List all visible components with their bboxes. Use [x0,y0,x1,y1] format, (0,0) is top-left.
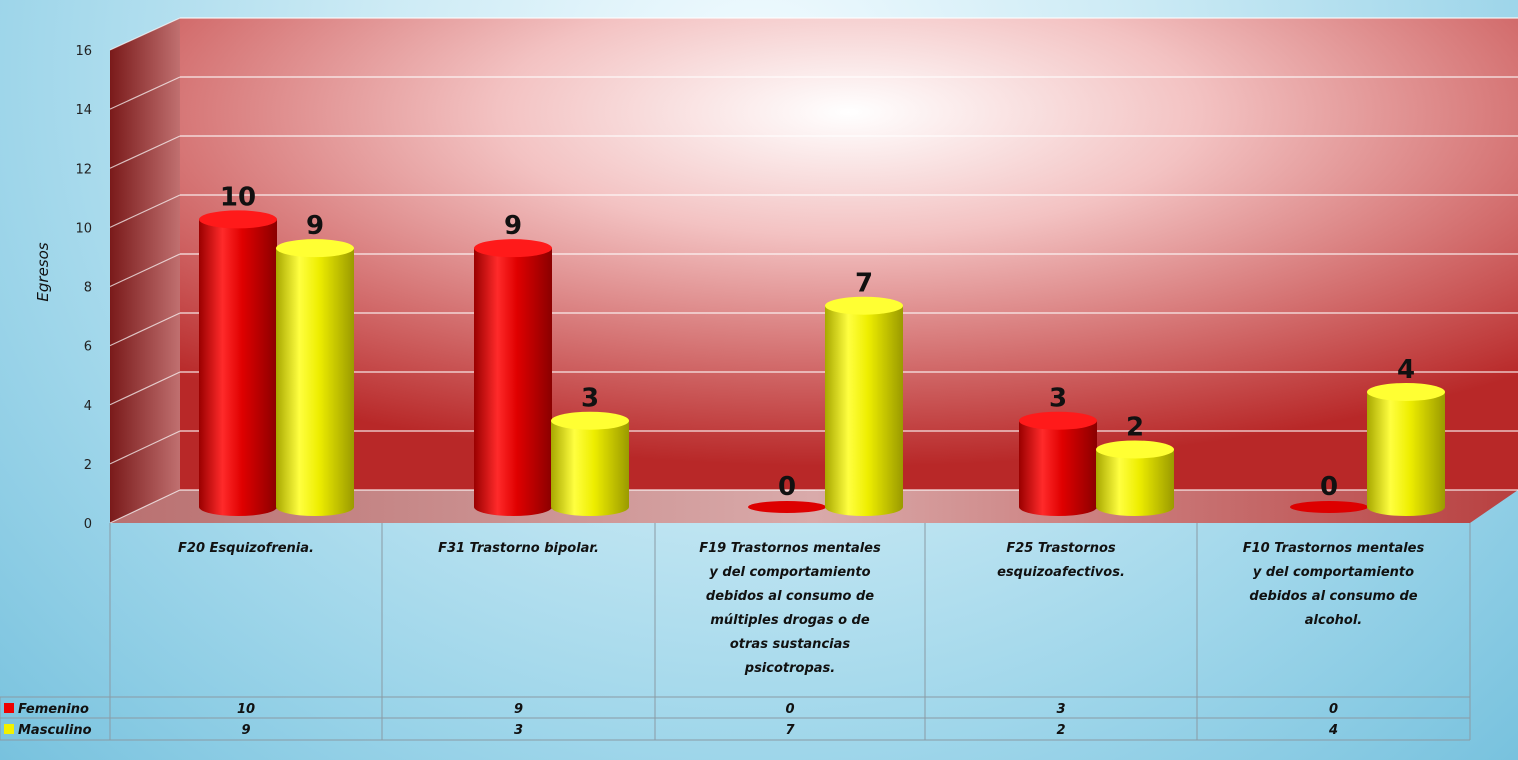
y-tick-label: 14 [75,103,92,118]
gridline-side [109,489,181,524]
bar-femenino-1 [474,239,552,516]
data-table: F20 Esquizofrenia. F31 Trastorno bipolar.… [0,523,1471,741]
gridline-side [109,194,181,228]
data-label-femenino-0: 10 [220,182,256,212]
legend-swatch-femenino [4,703,14,713]
table-cell: 7 [785,723,795,738]
gridline-side [109,312,181,347]
data-label-femenino-1: 9 [504,211,522,241]
x-category-label: F19 Trastornos mentales y del comportamie… [699,541,881,676]
legend-swatch-masculino [4,724,14,734]
table-cell: 9 [241,723,250,738]
gridline-side [109,371,181,406]
x-category-label: F20 Esquizofrenia. [178,541,314,556]
x-category-label: F25 Trastornos esquizoafectivos. [997,541,1125,580]
y-axis-label: Egresos [34,242,52,301]
y-tick-label: 10 [75,221,92,236]
gridline-side [109,430,181,465]
bar-labels: 10 9 0 3 0 9 3 7 2 4 [220,182,1415,502]
data-label-masculino-4: 4 [1397,355,1415,385]
data-label-femenino-3: 3 [1049,384,1067,414]
x-category-label: F31 Trastorno bipolar. [438,541,599,556]
bar-masculino-4 [1367,382,1445,516]
x-category-label: F10 Trastornos mentales y del comportamie… [1243,541,1425,628]
table-cell: 3 [1056,702,1065,717]
bar-masculino-0 [276,239,354,516]
y-tick-label: 4 [84,399,92,414]
gridline-side [109,17,181,51]
bar-masculino-2 [825,296,903,516]
table-cell: 4 [1328,723,1338,738]
data-label-femenino-2: 0 [778,472,796,502]
table-cell: 10 [237,702,255,717]
data-label-femenino-4: 0 [1320,472,1338,502]
table-cell: 0 [785,702,794,717]
table-cell: 3 [514,723,523,738]
data-label-masculino-0: 9 [306,211,324,241]
bar-femenino-3 [1019,411,1097,516]
bars [199,210,1445,516]
bar-masculino-3 [1096,440,1174,516]
gridline-side [109,135,181,169]
y-tick-label: 12 [75,162,92,177]
y-tick-label: 8 [84,281,92,296]
data-label-masculino-1: 3 [581,384,599,414]
data-label-masculino-2: 7 [855,269,873,299]
y-tick-label: 0 [84,517,92,532]
legend-label-femenino: Femenino [18,702,89,717]
legend-label-masculino: Masculino [18,723,92,738]
data-label-masculino-3: 2 [1126,412,1144,442]
y-ticks: 0 2 4 6 8 10 12 14 16 [75,44,92,532]
table-cell: 2 [1056,723,1065,738]
gridline-side [109,253,181,288]
bar-femenino-4 [1290,501,1368,513]
bar-masculino-1 [551,411,629,516]
bar-femenino-2 [748,501,826,513]
y-tick-label: 16 [75,44,92,59]
y-tick-label: 2 [84,458,92,473]
table-cell: 9 [514,702,523,717]
y-tick-label: 6 [84,340,92,355]
bar-femenino-0 [199,210,277,516]
table-cell: 0 [1329,702,1338,717]
gridline-side [109,76,181,110]
